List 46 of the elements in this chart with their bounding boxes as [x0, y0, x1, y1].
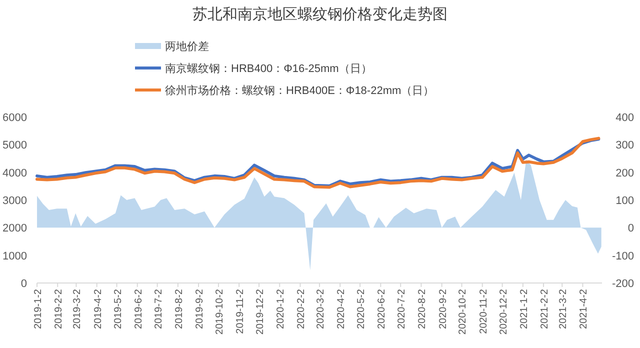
x-tick-label: 2019-6-2 — [133, 288, 144, 330]
x-tick-label: 2019-12-2 — [255, 288, 266, 335]
y-tick-label: 2000 — [2, 222, 27, 235]
x-tick-label: 2020-12-2 — [498, 288, 510, 335]
x-tick-label: 2020-10-2 — [458, 288, 469, 335]
x-tick-label: 2019-7-2 — [153, 288, 164, 330]
x-tick-label: 2021-1-2 — [518, 288, 530, 330]
x-tick-label: 2020-5-2 — [356, 288, 368, 330]
y2-tick-label: 0 — [628, 222, 634, 235]
y2-tick-label: 200 — [616, 167, 634, 180]
y2-tick-label: 100 — [616, 195, 634, 207]
x-tick-label: 2019-2-2 — [54, 288, 65, 330]
y-tick-label: 3000 — [2, 195, 27, 207]
x-tick-label: 2020-4-2 — [336, 288, 348, 330]
y-tick-label: 4000 — [2, 167, 27, 180]
y-tick-label: 1000 — [2, 250, 27, 262]
x-tick-label: 2020-3-2 — [316, 288, 326, 330]
x-tick-label: 2019-8-2 — [174, 288, 185, 330]
x-tick-label: 2020-8-2 — [417, 288, 428, 330]
y2-tick-label: 300 — [616, 140, 634, 152]
y-tick-label: 5000 — [2, 140, 27, 152]
x-tick-label: 2021-3-2 — [558, 288, 570, 330]
x-tick-label: 2021-2-2 — [540, 288, 551, 330]
x-tick-label: 2020-2-2 — [296, 288, 308, 330]
x-tick-label: 2021-4-2 — [578, 288, 590, 330]
x-tick-label: 2019-4-2 — [92, 288, 104, 330]
x-tick-label: 2020-11-2 — [478, 288, 490, 334]
y-tick-label: 0 — [20, 278, 27, 290]
x-tick-label: 2020-7-2 — [396, 288, 408, 330]
x-tick-label: 2019-11-2 — [235, 288, 246, 334]
y2-tick-label: -200 — [612, 278, 634, 290]
x-tick-label: 2020-6-2 — [376, 288, 388, 330]
x-tick-label: 2019-9-2 — [194, 288, 206, 330]
x-tick-label: 2019-10-2 — [214, 288, 226, 335]
y2-tick-label: 400 — [616, 112, 634, 124]
y-tick-label: 6000 — [2, 112, 27, 124]
legend-label: 徐州市场价格：螺纹钢：HRB400E：Φ18-22mm（日） — [165, 84, 434, 97]
y2-tick-label: -100 — [612, 250, 634, 262]
x-tick-label: 2019-5-2 — [112, 288, 124, 330]
x-tick-label: 2020-9-2 — [438, 288, 449, 330]
title: 苏北和南京地区螺纹钢价格变化走势图 — [192, 6, 448, 23]
x-tick-label: 2019-1-2 — [33, 288, 44, 330]
x-tick-label: 2020-1-2 — [276, 288, 287, 330]
legend-label: 两地价差 — [165, 40, 209, 53]
legend-label: 南京螺纹钢：HRB400：Φ16-25mm（日） — [165, 62, 372, 75]
x-tick-label: 2019-3-2 — [72, 288, 84, 330]
